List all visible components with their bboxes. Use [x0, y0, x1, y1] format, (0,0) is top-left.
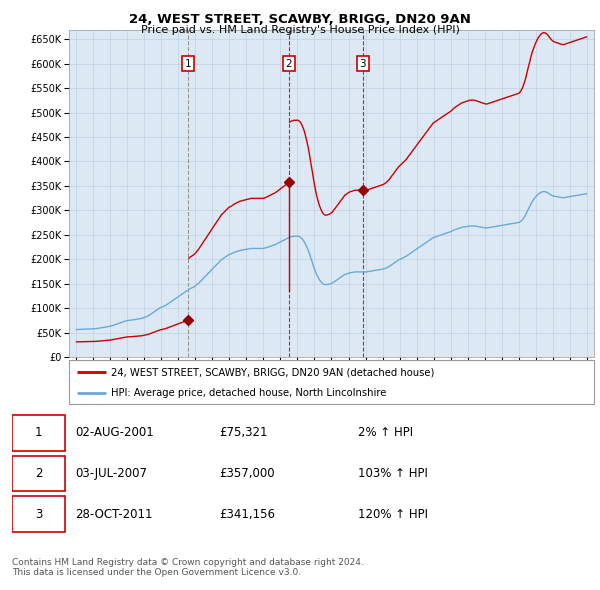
- Text: 120% ↑ HPI: 120% ↑ HPI: [358, 507, 428, 520]
- Text: 24, WEST STREET, SCAWBY, BRIGG, DN20 9AN: 24, WEST STREET, SCAWBY, BRIGG, DN20 9AN: [129, 13, 471, 26]
- Text: Contains HM Land Registry data © Crown copyright and database right 2024.
This d: Contains HM Land Registry data © Crown c…: [12, 558, 364, 577]
- Text: Price paid vs. HM Land Registry's House Price Index (HPI): Price paid vs. HM Land Registry's House …: [140, 25, 460, 35]
- Text: 28-OCT-2011: 28-OCT-2011: [76, 507, 153, 520]
- Text: 2% ↑ HPI: 2% ↑ HPI: [358, 427, 413, 440]
- Text: 2: 2: [35, 467, 42, 480]
- Text: 3: 3: [35, 507, 42, 520]
- FancyBboxPatch shape: [69, 360, 594, 404]
- Text: 3: 3: [359, 59, 366, 68]
- Text: 03-JUL-2007: 03-JUL-2007: [76, 467, 148, 480]
- Text: £75,321: £75,321: [220, 427, 268, 440]
- Text: 24, WEST STREET, SCAWBY, BRIGG, DN20 9AN (detached house): 24, WEST STREET, SCAWBY, BRIGG, DN20 9AN…: [111, 368, 434, 377]
- FancyBboxPatch shape: [12, 455, 65, 491]
- FancyBboxPatch shape: [12, 496, 65, 532]
- FancyBboxPatch shape: [12, 415, 65, 451]
- Text: 02-AUG-2001: 02-AUG-2001: [76, 427, 154, 440]
- Text: HPI: Average price, detached house, North Lincolnshire: HPI: Average price, detached house, Nort…: [111, 388, 386, 398]
- Text: 1: 1: [185, 59, 191, 68]
- Text: 1: 1: [35, 427, 42, 440]
- Text: £341,156: £341,156: [220, 507, 275, 520]
- Text: 2: 2: [286, 59, 292, 68]
- Text: £357,000: £357,000: [220, 467, 275, 480]
- Text: 103% ↑ HPI: 103% ↑ HPI: [358, 467, 427, 480]
